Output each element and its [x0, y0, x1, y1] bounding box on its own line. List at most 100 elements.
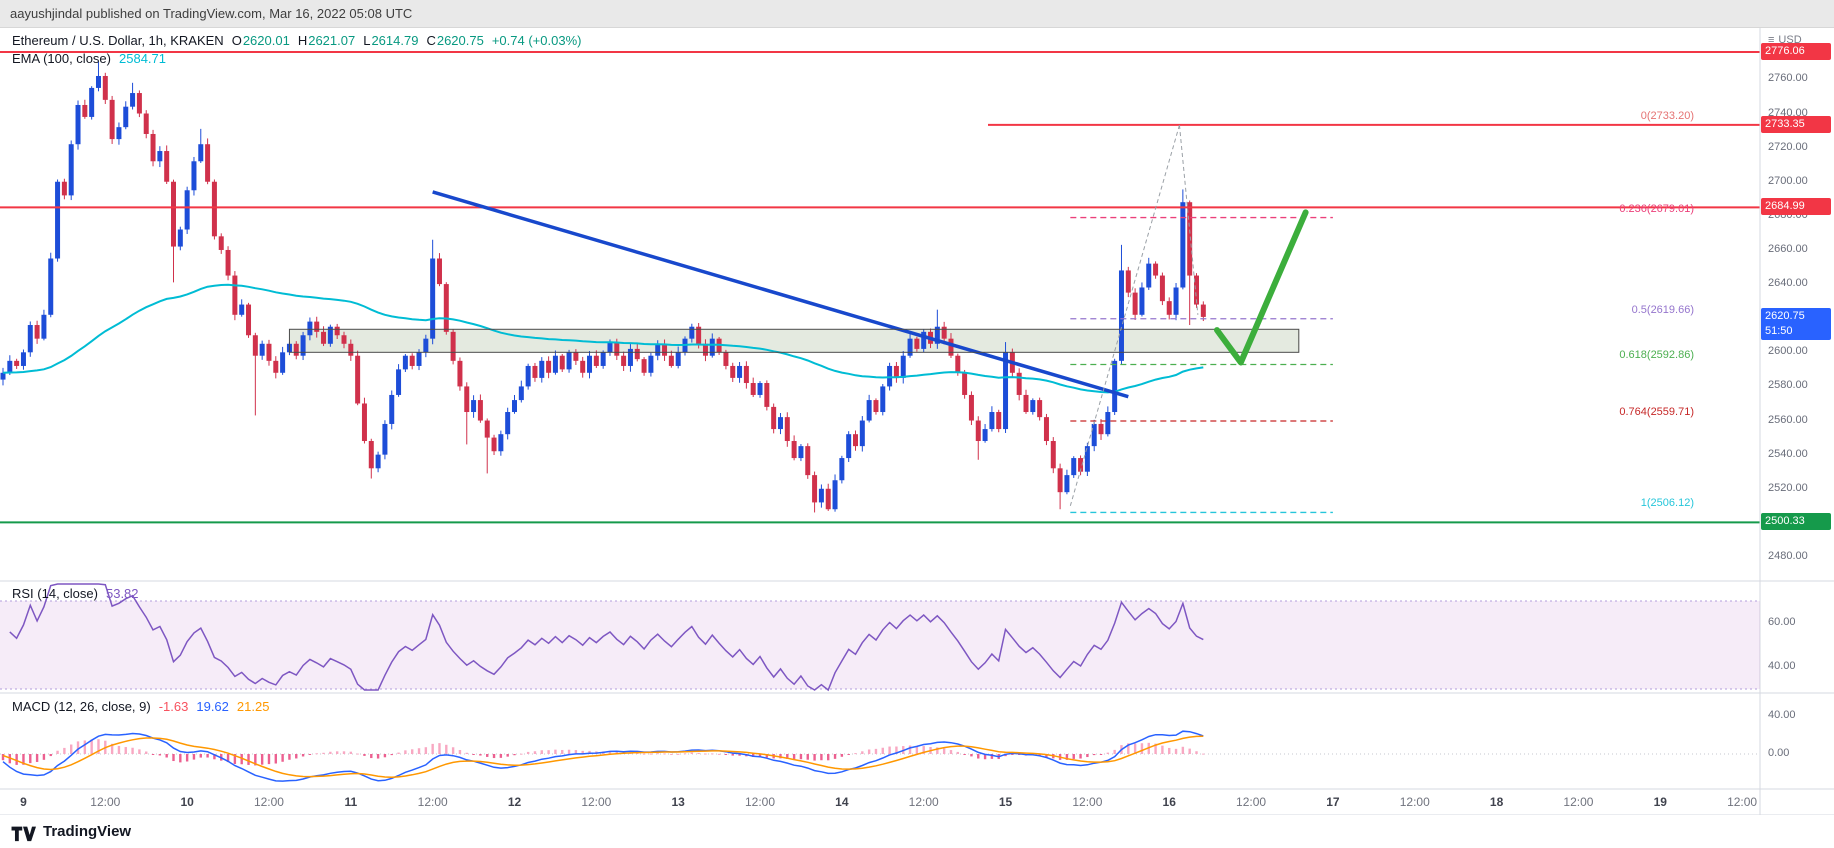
time-label: 10: [180, 795, 194, 809]
ohlc-key: H: [297, 33, 308, 48]
price-tick: 2720.00: [1768, 140, 1808, 153]
price-tag: 2500.33: [1761, 513, 1831, 531]
time-label: 17: [1326, 795, 1340, 809]
countdown: 51:50: [1765, 324, 1793, 337]
rsi-tick: 40.00: [1768, 660, 1796, 672]
time-label: 11: [344, 795, 358, 809]
time-label: 12:00: [1399, 795, 1430, 809]
time-label: 12:00: [90, 795, 121, 809]
ohlc-high: H2621.07: [298, 33, 355, 48]
macd-line-value: 19.62: [196, 699, 229, 714]
macd-hist-value: -1.63: [158, 699, 189, 714]
ohlc-value: 2620.01: [242, 33, 290, 48]
ohlc-value: 2620.75: [436, 33, 484, 48]
attribution-text: aayushjindal published on TradingView.co…: [10, 6, 413, 21]
price-tick: 2640.00: [1768, 277, 1808, 290]
ohlc-low: L2614.79: [363, 33, 418, 48]
macd-histogram: [1, 739, 1205, 766]
fib-label-05: 0.5(2619.66): [1631, 303, 1694, 316]
footer-bar: TradingView: [0, 815, 1834, 848]
price-tick: 2540.00: [1768, 447, 1808, 460]
ema-value: 2584.71: [119, 51, 166, 66]
support-zone-border: [288, 328, 1300, 353]
rsi-line: [9, 583, 1204, 692]
time-label: 12:00: [1072, 795, 1103, 809]
ohlc-close: C2620.75: [426, 33, 483, 48]
time-label: 12:00: [1236, 795, 1267, 809]
rsi-band: [0, 601, 1760, 689]
ohlc-key: O: [231, 33, 242, 48]
time-label: 12: [507, 795, 522, 809]
brand-name: TradingView: [43, 823, 132, 840]
change-value: +0.74 (+0.03%): [491, 33, 582, 48]
time-label: 13: [671, 795, 685, 809]
time-label: 15: [998, 795, 1013, 809]
fib-guide-line: [1069, 124, 1180, 506]
time-axis[interactable]: 9 12:00 10 12:00 11 12:00 12 12:00 13 12:00 14 12:0…: [0, 789, 1760, 815]
time-label: 12:00: [417, 795, 448, 809]
rsi-tick: 60.00: [1768, 616, 1796, 628]
main-legend: Ethereum / U.S. Dollar, 1h, KRAKEN O2620…: [12, 33, 581, 69]
time-label: 12:00: [1563, 795, 1594, 809]
price-axis[interactable]: ≡ USD 2760.002740.002720.002700.002680.0…: [1760, 0, 1834, 815]
ohlc-key: C: [426, 33, 436, 48]
projection-arrow: [1214, 209, 1309, 366]
price-tick: 2760.00: [1768, 72, 1808, 85]
ohlc-value: 2621.07: [308, 33, 356, 48]
candlesticks: [0, 61, 1206, 513]
rsi-legend: RSI (14, close) 53.82: [12, 586, 139, 604]
fib-label-0764: 0.764(2559.71): [1619, 406, 1694, 419]
time-label: 12:00: [745, 795, 776, 809]
time-label: 12:00: [1727, 795, 1758, 809]
time-label: 18: [1489, 795, 1504, 809]
price-tick: 2740.00: [1768, 106, 1808, 119]
menu-icon: ≡: [1768, 34, 1775, 46]
fib-label-0618: 0.618(2592.86): [1619, 349, 1694, 362]
time-label: 12:00: [253, 795, 284, 809]
time-label: 12:00: [581, 795, 612, 809]
tradingview-logo-icon: [11, 826, 36, 841]
symbol-row: Ethereum / U.S. Dollar, 1h, KRAKEN O2620…: [12, 33, 581, 51]
time-label: 12:00: [908, 795, 939, 809]
price-tag: 2620.75 51:50: [1761, 307, 1831, 340]
macd-label: MACD (12, 26, close, 9): [12, 699, 151, 714]
ema-row: EMA (100, close) 2584.71: [12, 51, 581, 69]
attribution-bar: aayushjindal published on TradingView.co…: [0, 0, 1834, 28]
tradingview-logo[interactable]: TradingView: [10, 822, 131, 842]
price-tick: 2520.00: [1768, 481, 1808, 494]
rsi-value: 53.82: [105, 586, 139, 601]
price-tag: 2776.06: [1761, 43, 1831, 60]
price-tag: 2733.35: [1761, 115, 1831, 133]
price-tick: 2700.00: [1768, 174, 1808, 187]
ohlc-key: L: [363, 33, 371, 48]
price-tick: 2660.00: [1768, 242, 1808, 255]
price-tick: 2600.00: [1768, 345, 1808, 358]
ema-label: EMA (100, close): [12, 51, 111, 66]
macd-signal-value: 21.25: [236, 699, 270, 714]
macd-legend: MACD (12, 26, close, 9) -1.63 19.62 21.2…: [12, 699, 269, 717]
price-tick: 2480.00: [1768, 549, 1808, 562]
fib-label-1: 1(2506.12): [1640, 497, 1694, 510]
time-label: 16: [1162, 795, 1176, 809]
symbol-title: Ethereum / U.S. Dollar, 1h, KRAKEN: [12, 33, 224, 48]
fib-guide-line: [1178, 125, 1199, 315]
ema-line: [2, 283, 1204, 394]
macd-tick: 0.00: [1768, 747, 1790, 759]
fib-label-0236: 0.236(2679.01): [1619, 202, 1694, 215]
price-tag: 2684.99: [1761, 198, 1831, 216]
time-label: 14: [835, 795, 849, 809]
fib-label-0: 0(2733.20): [1640, 110, 1694, 123]
ohlc-value: 2614.79: [371, 33, 419, 48]
support-zone: [289, 329, 1299, 353]
time-label: 9: [20, 795, 27, 809]
trendline: [432, 190, 1129, 399]
rsi-label: RSI (14, close): [12, 586, 98, 601]
price-tick: 2580.00: [1768, 379, 1808, 392]
ohlc-open: O2620.01: [232, 33, 290, 48]
time-label: 19: [1653, 795, 1667, 809]
macd-tick: 40.00: [1768, 709, 1796, 721]
macd-signal-line: [2, 735, 1204, 779]
price-tick: 2560.00: [1768, 413, 1808, 426]
